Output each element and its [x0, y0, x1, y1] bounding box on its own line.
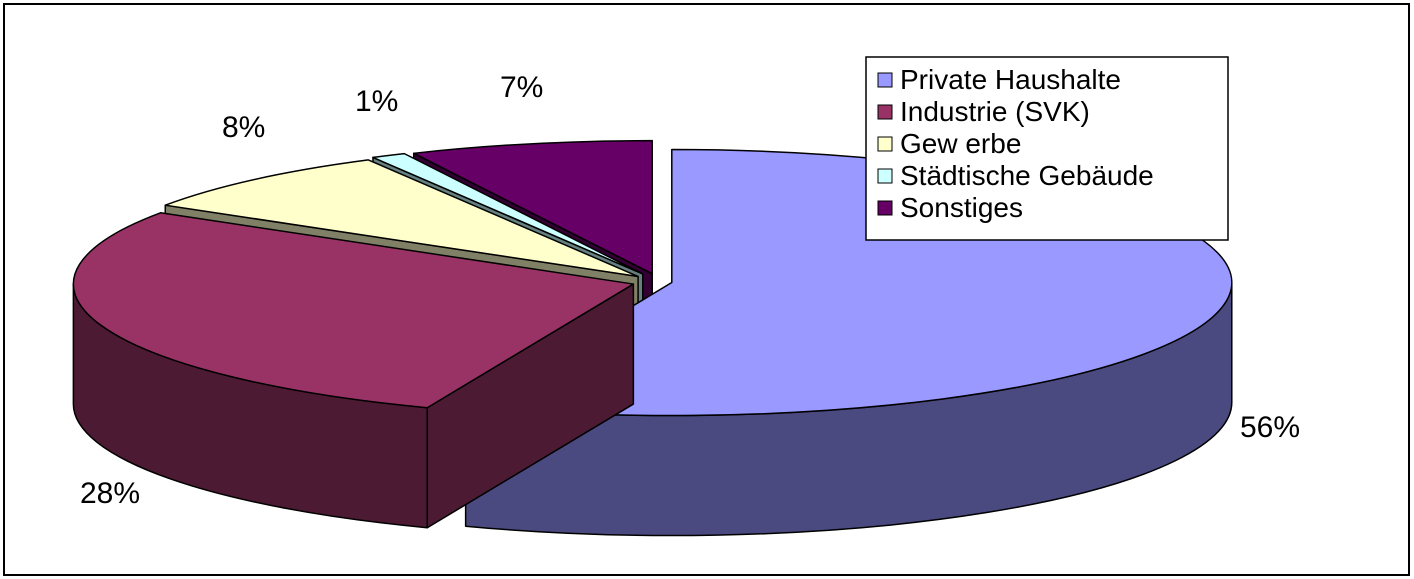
slice-label-staedtische-gebaeude: 1%: [355, 85, 398, 118]
slice-label-gewerbe: 8%: [222, 111, 265, 144]
legend-swatch-sonstiges: [877, 200, 893, 216]
legend-label-private-haushalte: Private Haushalte: [900, 64, 1121, 95]
pie-labels: 56% 28% 8% 1% 7%: [80, 71, 1300, 510]
slice-label-sonstiges: 7%: [500, 71, 543, 104]
slice-top-industrie: [72, 212, 635, 409]
legend-label-gewerbe: Gew erbe: [900, 128, 1021, 159]
legend-swatch-industrie: [877, 104, 893, 120]
legend-label-sonstiges: Sonstiges: [900, 192, 1023, 223]
legend-box: [865, 56, 1229, 241]
slice-top-gewerbe: [164, 159, 639, 278]
legend-label-staedtische-gebaeude: Städtische Gebäude: [900, 160, 1154, 191]
legend: Private Haushalte Industrie (SVK) Gew er…: [865, 56, 1229, 241]
slice-top-sonstiges: [412, 139, 653, 275]
slice-label-industrie: 28%: [80, 477, 140, 510]
slice-top-staedtische-gebaeude: [372, 152, 644, 275]
legend-label-industrie: Industrie (SVK): [900, 96, 1090, 127]
slice-industrie: [72, 212, 635, 529]
slice-label-private-haushalte: 56%: [1240, 411, 1300, 444]
legend-swatch-gewerbe: [877, 136, 893, 152]
legend-swatch-private-haushalte: [877, 72, 893, 88]
legend-swatch-staedtische-gebaeude: [877, 168, 893, 184]
